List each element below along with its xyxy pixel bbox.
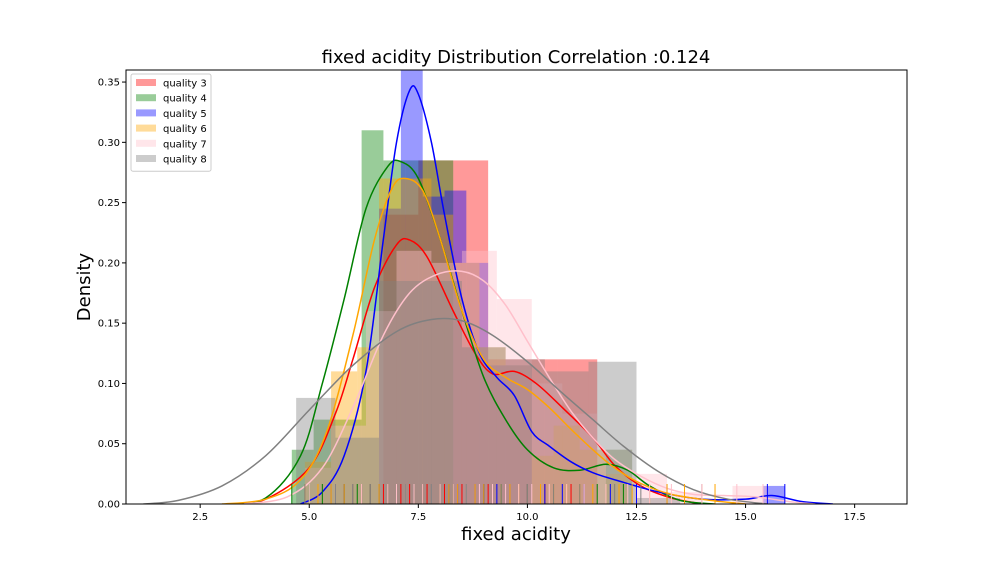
legend-swatch-1 bbox=[136, 94, 156, 102]
bar-series-3-8 bbox=[505, 365, 532, 504]
x-tick-label-5: 15.0 bbox=[734, 512, 756, 523]
x-tick-label-0: 2.5 bbox=[192, 512, 208, 523]
bar-series-0-1 bbox=[418, 160, 454, 504]
plot-frame bbox=[125, 69, 908, 505]
bar-series-0-0 bbox=[383, 214, 419, 504]
legend-swatch-4 bbox=[136, 139, 156, 147]
bar-series-1-5 bbox=[405, 160, 428, 504]
legend-label-3: quality 6 bbox=[163, 124, 207, 135]
kde-line-series-3 bbox=[221, 177, 746, 504]
x-tick-label-4: 12.5 bbox=[625, 512, 647, 523]
bar-series-4-1 bbox=[331, 425, 366, 504]
bar-series-5-2 bbox=[379, 280, 423, 504]
x-tick-label-3: 10.0 bbox=[516, 512, 538, 523]
y-tick-label-3: 0.15 bbox=[98, 319, 120, 330]
x-tick-label-1: 5.0 bbox=[301, 512, 317, 523]
bar-series-3-1 bbox=[331, 371, 358, 504]
legend-swatch-3 bbox=[136, 124, 156, 132]
y-tick-label-1: 0.05 bbox=[98, 439, 120, 450]
bar-series-3-9 bbox=[531, 455, 554, 504]
bar-series-4-5 bbox=[461, 250, 497, 504]
bar-series-4-4 bbox=[431, 262, 462, 504]
x-axis-ticks: 2.5 5.0 7.5 10.0 12.5 15.0 17.5 bbox=[192, 504, 866, 523]
bar-series-3-3 bbox=[379, 178, 406, 504]
bar-series-1-6 bbox=[427, 160, 454, 504]
legend-swatch-0 bbox=[136, 79, 156, 86]
legend-box bbox=[130, 73, 212, 172]
x-tick-label-6: 17.5 bbox=[844, 512, 866, 523]
bar-series-5-3 bbox=[422, 280, 462, 504]
bar-series-2-6 bbox=[509, 365, 532, 504]
bar-series-4-3 bbox=[396, 250, 432, 504]
y-axis-ticks: 0.00 0.05 0.10 0.15 0.20 0.25 0.30 0.35 bbox=[98, 78, 126, 511]
legend: quality 3 quality 4 quality 5 quality 6 qual… bbox=[130, 73, 212, 172]
bar-series-5-7 bbox=[588, 361, 637, 504]
kde-line-series-0 bbox=[230, 237, 703, 504]
rug-marks bbox=[291, 484, 786, 504]
bar-series-0-5 bbox=[557, 359, 598, 504]
legend-label-2: quality 5 bbox=[163, 109, 207, 120]
bar-series-2-4 bbox=[466, 262, 489, 504]
bar-series-5-8 bbox=[636, 497, 681, 504]
bar-series-2-5 bbox=[488, 365, 510, 504]
kde-curves bbox=[143, 85, 833, 504]
chart-title: fixed acidity Distribution Correlation :… bbox=[322, 47, 711, 68]
legend-label-1: quality 4 bbox=[163, 94, 207, 105]
bar-series-2-0 bbox=[379, 208, 401, 504]
bar-series-5-6 bbox=[544, 371, 589, 504]
legend-label-4: quality 7 bbox=[163, 139, 207, 150]
bar-series-5-4 bbox=[461, 347, 506, 504]
legend-label-5: quality 8 bbox=[163, 155, 207, 166]
x-tick-label-2: 7.5 bbox=[410, 512, 426, 523]
y-tick-label-7: 0.35 bbox=[98, 78, 120, 89]
y-tick-label-2: 0.10 bbox=[98, 379, 120, 390]
y-tick-label-6: 0.30 bbox=[98, 138, 120, 149]
bar-series-4-6 bbox=[496, 299, 532, 504]
bar-series-1-3 bbox=[361, 130, 384, 504]
bar-series-5-5 bbox=[505, 359, 545, 504]
bar-series-3-5 bbox=[431, 214, 454, 504]
kde-line-series-4 bbox=[243, 270, 816, 504]
y-tick-label-4: 0.20 bbox=[98, 258, 120, 269]
kde-line-series-5 bbox=[143, 317, 768, 504]
legend-label-0: quality 3 bbox=[163, 79, 207, 90]
y-axis-title: Density bbox=[74, 252, 95, 321]
legend-swatch-2 bbox=[136, 109, 156, 117]
bar-series-3-6 bbox=[453, 262, 480, 504]
bar-series-3-4 bbox=[405, 178, 432, 504]
y-tick-label-0: 0.00 bbox=[98, 500, 120, 511]
x-axis-title: fixed acidity bbox=[461, 524, 571, 545]
legend-swatch-5 bbox=[136, 155, 156, 162]
y-tick-label-5: 0.25 bbox=[98, 198, 120, 209]
